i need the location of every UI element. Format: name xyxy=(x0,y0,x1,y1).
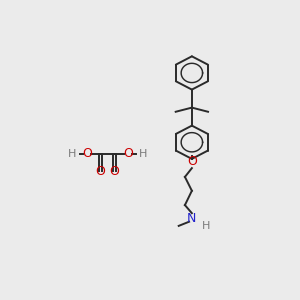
Text: H: H xyxy=(68,149,76,159)
Text: O: O xyxy=(187,155,197,168)
Text: O: O xyxy=(110,165,119,178)
Text: O: O xyxy=(82,147,92,160)
Text: H: H xyxy=(139,149,147,159)
Text: N: N xyxy=(187,212,196,226)
Text: H: H xyxy=(202,221,211,231)
Text: O: O xyxy=(123,147,133,160)
Text: O: O xyxy=(96,165,106,178)
